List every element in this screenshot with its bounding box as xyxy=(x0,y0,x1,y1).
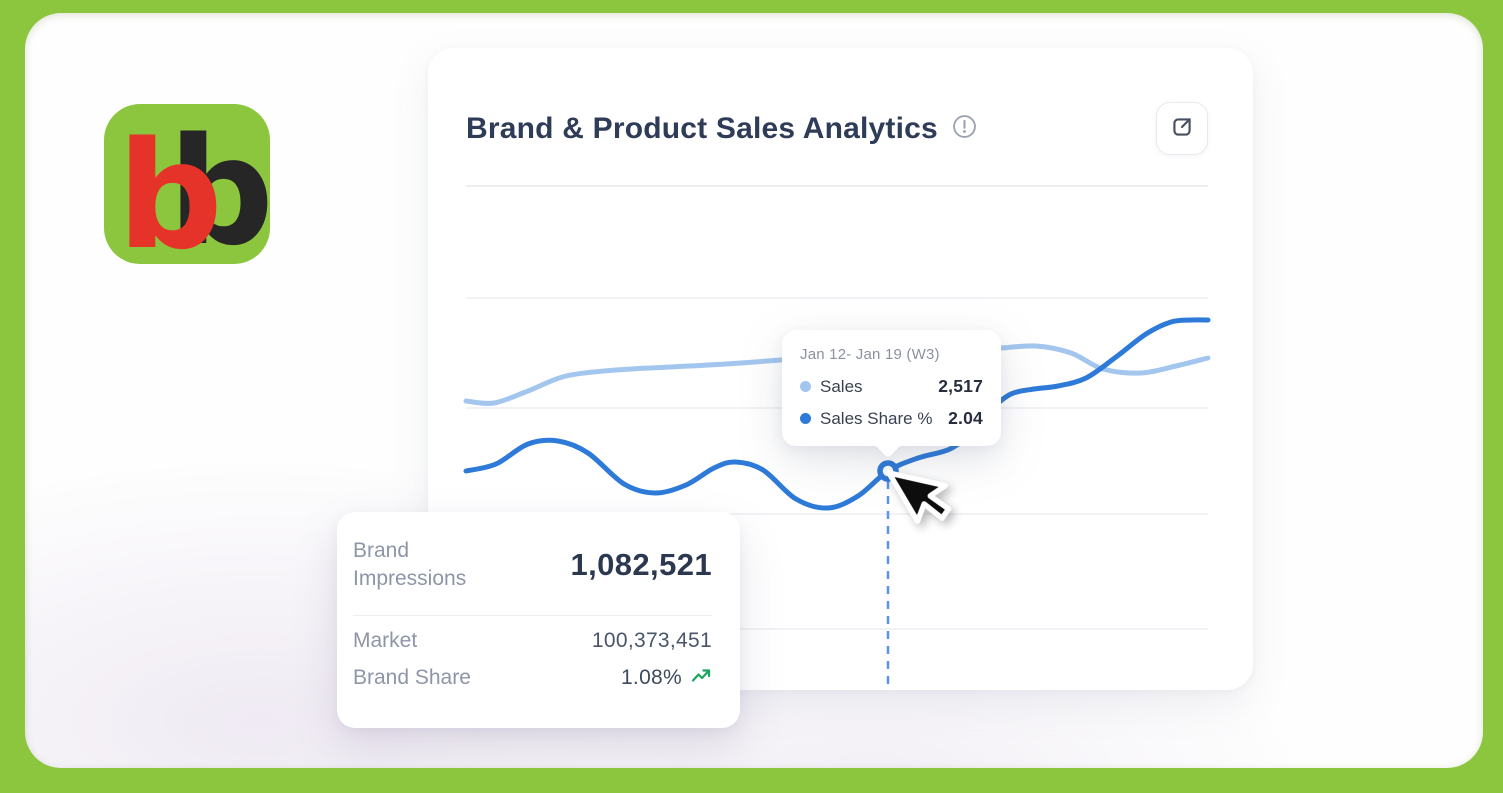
trend-up-icon xyxy=(691,668,712,688)
sales-share-line xyxy=(463,317,1211,511)
market-value: 100,373,451 xyxy=(591,629,712,653)
sales-legend-dot xyxy=(800,381,811,392)
info-icon[interactable] xyxy=(952,114,977,144)
tooltip-date-range: Jan 12- Jan 19 (W3) xyxy=(800,346,940,363)
logo-letter-dark: b xyxy=(168,106,270,264)
sales-share-value: 2.04 xyxy=(948,408,983,428)
sales-value: 2,517 xyxy=(938,376,983,396)
inner-panel: b b Brand & Product Sales Analytics xyxy=(25,13,1483,768)
sales-share-legend-dot xyxy=(800,413,811,424)
stats-divider xyxy=(353,614,712,617)
chart-tooltip: Jan 12- Jan 19 (W3) Sales 2,517 Sales Sh… xyxy=(782,330,1001,459)
external-link-button[interactable] xyxy=(1156,102,1208,155)
header-divider xyxy=(466,185,1208,187)
page-title: Brand & Product Sales Analytics xyxy=(466,111,938,145)
market-label: Market xyxy=(353,629,418,653)
sales-label: Sales xyxy=(820,376,863,396)
market-row: Market 100,373,451 xyxy=(353,629,712,653)
bigbasket-logo: b b xyxy=(104,104,270,264)
external-link-icon xyxy=(1169,114,1195,143)
tooltip-row-sales: Sales 2,517 xyxy=(800,376,983,397)
sales-share-label: Sales Share % xyxy=(820,408,933,428)
logo-letter-red: b xyxy=(117,110,223,264)
brand-impressions-label: Brand Impressions xyxy=(353,539,467,591)
brand-share-row: Brand Share 1.08% xyxy=(353,666,712,690)
cursor-arrow-icon xyxy=(886,470,952,524)
brand-impressions-value: 1,082,521 xyxy=(570,547,712,583)
brand-share-label: Brand Share xyxy=(353,666,471,690)
stats-primary-row: Brand Impressions 1,082,521 xyxy=(353,537,712,594)
brand-share-value: 1.08% xyxy=(620,666,682,690)
tooltip-row-sales-share: Sales Share % 2.04 xyxy=(800,408,983,429)
brand-stats-card: Brand Impressions 1,082,521 Market 100,3… xyxy=(337,512,740,728)
card-header: Brand & Product Sales Analytics xyxy=(466,102,1208,155)
